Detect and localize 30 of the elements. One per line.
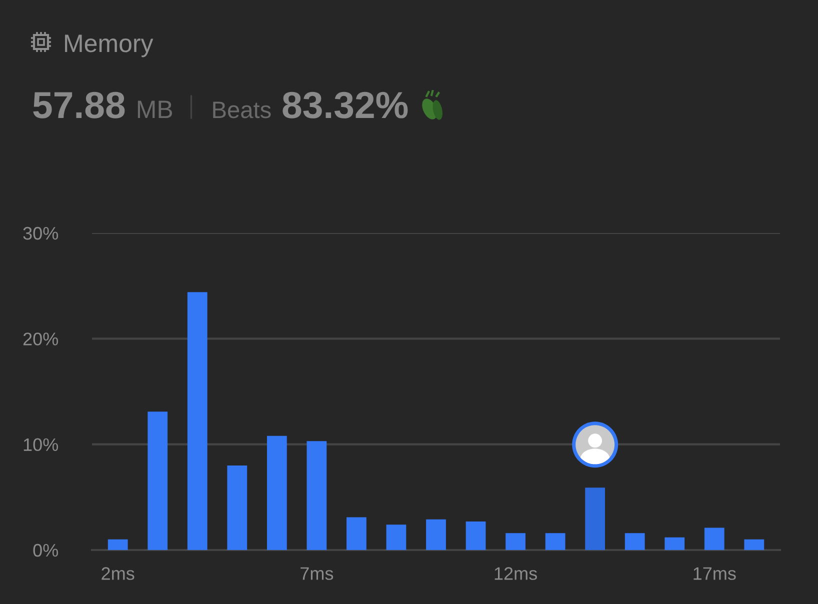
x-tick-label: 17ms [694, 567, 736, 580]
x-tick-label: 2ms [102, 567, 134, 580]
bar [386, 524, 406, 550]
text: 83.32% [282, 92, 408, 118]
text: 57.88 [33, 92, 125, 118]
bar [346, 517, 366, 550]
bar [227, 465, 248, 550]
bar [266, 436, 287, 550]
y-tick-label: 20% [23, 332, 58, 346]
y-tick-label: 10% [24, 438, 58, 452]
y-tick-label: 30% [23, 226, 58, 240]
bar [108, 539, 128, 550]
bar [545, 533, 566, 550]
bar [187, 292, 208, 550]
bar [624, 533, 645, 550]
bar [704, 528, 724, 550]
bar [506, 533, 526, 550]
bar [148, 412, 168, 550]
y-tick-label: 0% [33, 544, 58, 557]
x-tick-label: 7ms [300, 567, 334, 580]
bar [744, 539, 764, 550]
bar [426, 519, 446, 550]
bar [664, 537, 685, 550]
chart-title: Memory [65, 34, 154, 58]
text: Beats [213, 102, 271, 118]
bar [585, 488, 606, 550]
bar [306, 441, 327, 550]
x-tick-label: 12ms [494, 567, 537, 580]
bar [466, 521, 486, 550]
text: MB [138, 100, 172, 118]
